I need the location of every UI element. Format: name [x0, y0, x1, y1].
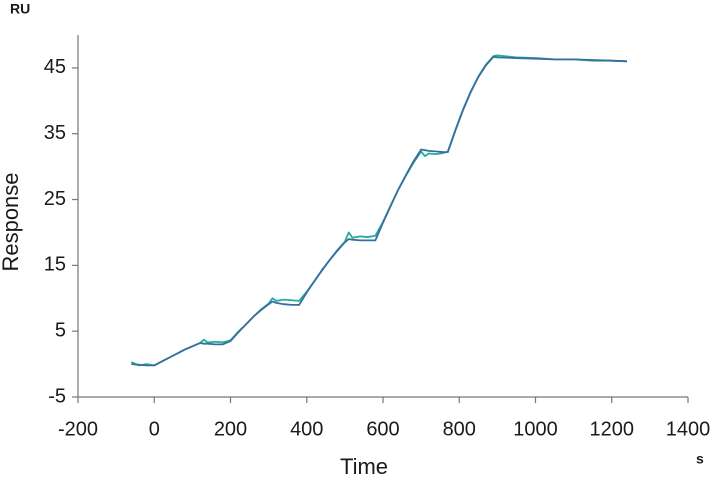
x-tick-label: 800: [443, 418, 476, 440]
x-tick-label: -200: [58, 418, 98, 440]
x-axis-label: Time: [340, 454, 388, 479]
y-tick-label: -5: [48, 385, 66, 407]
y-tick-label: 45: [44, 56, 66, 78]
y-tick-label: 15: [44, 254, 66, 276]
y-tick-label: 5: [55, 319, 66, 341]
y-unit: RU: [10, 1, 30, 17]
series-line: [131, 54, 628, 367]
x-tick-label: 400: [290, 418, 323, 440]
y-tick-label: 25: [44, 188, 66, 210]
y-axis-label: Response: [0, 172, 23, 271]
x-tick-label: 1000: [513, 418, 558, 440]
y-tick-label: 35: [44, 122, 66, 144]
x-tick-label: 600: [366, 418, 399, 440]
x-unit: s: [696, 451, 704, 467]
x-tick-label: 1200: [590, 418, 635, 440]
series-line: [131, 55, 628, 367]
x-tick-label: 200: [214, 418, 247, 440]
x-tick-label: 1400: [666, 418, 711, 440]
x-tick-label: 0: [149, 418, 160, 440]
